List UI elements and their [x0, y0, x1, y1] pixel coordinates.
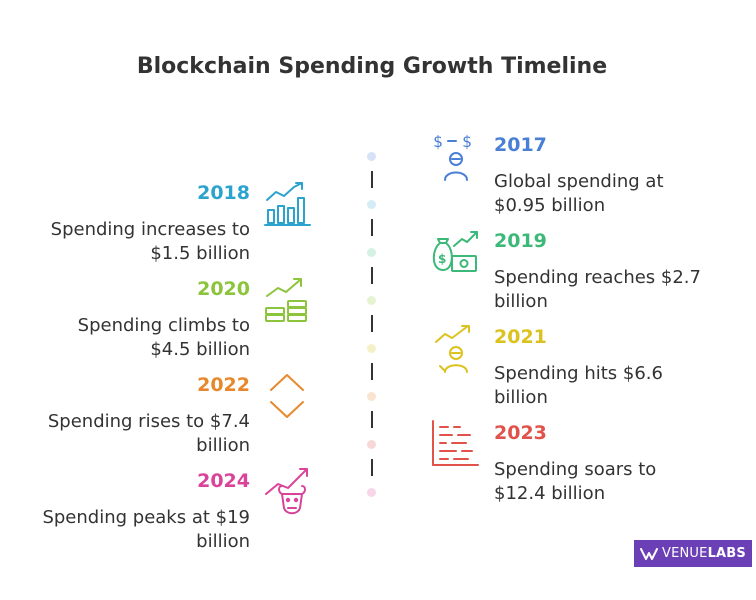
timeline-dot [367, 296, 376, 305]
event-year: 2024 [197, 470, 250, 492]
event-description: Spending increases to $1.5 billion [50, 219, 250, 264]
timeline-dot [367, 344, 376, 353]
timeline-dot [367, 488, 376, 497]
person-growth-icon [435, 325, 470, 373]
timeline-dot [367, 200, 376, 209]
event-description: Spending reaches $2.7 billion [494, 267, 701, 312]
ledger-lines-icon [432, 420, 479, 466]
brand-name: VENUELABS [662, 546, 746, 561]
timeline-dash [371, 219, 373, 236]
timeline-dot [367, 152, 376, 161]
event-description: Spending hits $6.6 billion [494, 363, 663, 408]
coin-stack-growth-icon [265, 278, 307, 322]
timeline-dash [371, 315, 373, 332]
event-description: Spending rises to $7.4 billion [47, 411, 250, 456]
venuelabs-logo-icon [640, 547, 658, 560]
timeline-dash [371, 459, 373, 476]
event-description: Spending soars to $12.4 billion [494, 459, 657, 504]
event-description: Spending peaks at $19 billion [42, 507, 250, 552]
timeline-dash [371, 411, 373, 428]
timeline-dash [371, 171, 373, 188]
up-down-chevrons-icon [270, 374, 304, 418]
timeline-dash [371, 363, 373, 380]
svg-text:$: $ [462, 132, 472, 151]
timeline-dot [367, 440, 376, 449]
page-title: Blockchain Spending Growth Timeline [136, 54, 608, 79]
svg-text:$: $ [433, 132, 443, 151]
money-transfer-person-icon: $ $ [433, 132, 472, 181]
money-bag-growth-icon: $ [432, 231, 478, 272]
bar-chart-growth-icon [264, 182, 311, 226]
timeline-dot [367, 392, 376, 401]
event-description: Global spending at $0.95 billion [494, 171, 664, 216]
event-year: 2022 [197, 374, 250, 396]
svg-text:$: $ [438, 252, 446, 266]
venuelabs-badge: VENUELABS [634, 540, 752, 567]
timeline-dot [367, 248, 376, 257]
event-year: 2020 [197, 278, 250, 300]
event-year: 2021 [494, 326, 547, 348]
timeline-dash [371, 267, 373, 284]
event-description: Spending climbs to $4.5 billion [77, 315, 250, 360]
event-year: 2017 [494, 134, 547, 156]
event-year: 2019 [494, 230, 547, 252]
bull-growth-icon [265, 468, 308, 515]
event-year: 2018 [197, 182, 250, 204]
event-year: 2023 [494, 422, 547, 444]
